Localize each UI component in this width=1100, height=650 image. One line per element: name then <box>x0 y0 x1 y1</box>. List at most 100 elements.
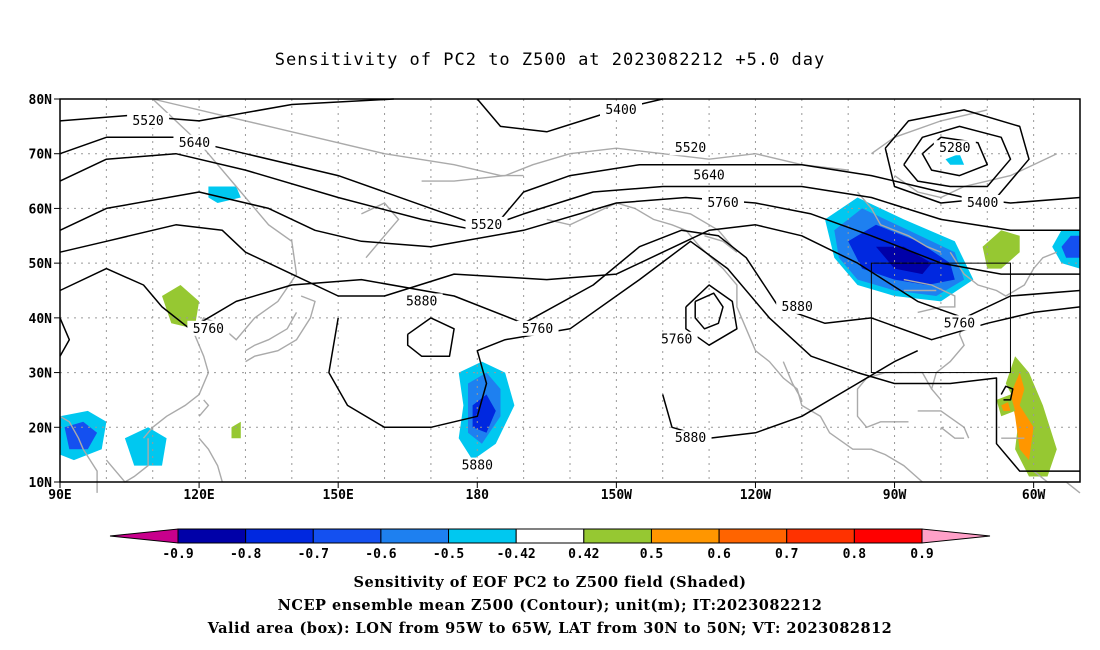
contour-label-bg <box>465 216 508 232</box>
colorbar-bin <box>448 528 517 544</box>
contour-label-bg <box>776 298 819 314</box>
contour-label-bg <box>173 134 216 150</box>
caption-contour: NCEP ensemble mean Z500 (Contour); unit(… <box>277 597 823 614</box>
blob-mid-pac-core <box>472 394 496 433</box>
contour-label: 5280 <box>939 141 970 156</box>
contour-label-bg <box>669 430 712 446</box>
colorbar-bin <box>515 528 585 544</box>
blob-labrador <box>945 153 965 165</box>
lon-label: 90E <box>48 488 71 503</box>
lon-label: 150E <box>323 488 354 503</box>
contour-line-9 <box>406 317 455 357</box>
blob-carib-small-o <box>1001 402 1011 411</box>
colorbar-below-triangle <box>109 528 179 544</box>
lon-label: 90W <box>883 488 907 503</box>
contour-label-bg <box>961 194 1004 210</box>
contour-line-15 <box>1000 385 1014 401</box>
colorbar-label: 0.8 <box>843 547 867 562</box>
contour-label: 5880 <box>782 300 813 315</box>
blob-atl-green <box>982 230 1020 269</box>
colorbar-label: -0.9 <box>162 547 193 562</box>
contour-label: 5520 <box>675 141 706 156</box>
colorbar-bin <box>312 528 382 544</box>
coastline-5 <box>198 399 210 417</box>
colorbar-label: -0.42 <box>497 547 536 562</box>
coastline-3 <box>245 312 298 352</box>
contour-label-bg <box>600 101 642 117</box>
colorbar-label: -0.6 <box>365 547 396 562</box>
colorbar-label: 0.7 <box>775 547 798 562</box>
contour-label-bg <box>400 293 443 309</box>
colorbar-bin <box>380 528 450 544</box>
lon-label: 120W <box>740 488 771 503</box>
coastline-12 <box>856 191 942 253</box>
contour-label-bg <box>702 194 744 210</box>
coastline-9 <box>59 415 84 450</box>
blob-japan-green <box>162 285 200 329</box>
contour-line-4 <box>59 191 1080 275</box>
colorbar <box>109 528 991 544</box>
lat-label: 10N <box>29 476 53 491</box>
blob-nw-pac <box>208 186 241 203</box>
colorbar-labels: -0.9 -0.8 -0.7 -0.6 -0.5 -0.42 0.42 0.5 0.6 0.7 0.… <box>162 547 933 562</box>
lon-label: 180 <box>466 488 490 503</box>
contour-label: 5520 <box>471 218 502 233</box>
coastline-19 <box>940 426 965 439</box>
contour-label: 5880 <box>462 459 493 474</box>
contour-line-14 <box>921 136 989 177</box>
contour-label-bg <box>456 457 499 473</box>
colorbar-label: 0.42 <box>568 547 599 562</box>
z500-contours <box>59 98 1081 472</box>
contour-line-8 <box>661 350 919 439</box>
contour-label-bg <box>938 315 981 331</box>
caption-shaded: Sensitivity of EOF PC2 to Z500 field (Sh… <box>353 574 747 591</box>
contour-label: 5760 <box>522 322 553 337</box>
contour-line-2 <box>59 136 1081 226</box>
contour-labels: 5400 5520 5640 5520 5280 5640 5760 5400 5520 5880… <box>127 101 1004 474</box>
coastline-22 <box>870 109 988 155</box>
contour-label: 5520 <box>132 114 163 129</box>
contour-line-13 <box>884 109 1030 204</box>
colorbar-above-triangle <box>921 528 991 544</box>
colorbar-bin <box>650 528 720 544</box>
colorbar-label: -0.8 <box>230 547 261 562</box>
valid-area-box <box>870 262 1011 374</box>
coastline-1 <box>142 98 298 439</box>
sensitivity-shading <box>60 153 1080 477</box>
lat-label: 60N <box>29 202 53 217</box>
contour-label-bg <box>516 320 559 336</box>
blob-carib-green <box>1005 356 1057 477</box>
blob-atl-blue-in <box>1061 235 1080 258</box>
lat-label: 50N <box>29 257 53 272</box>
coastline-26 <box>782 361 803 401</box>
coastline-6 <box>198 437 223 483</box>
contour-label-bg <box>655 331 698 347</box>
contour-label-bg <box>669 140 712 156</box>
colorbar-bin <box>245 528 314 544</box>
colorbar-label: 0.5 <box>640 547 663 562</box>
lat-label: 40N <box>29 312 53 327</box>
caption-valid-area: Valid area (box): LON from 95W to 65W, L… <box>207 620 893 637</box>
blob-na-core <box>876 246 932 275</box>
lon-label: 150W <box>601 488 632 503</box>
blob-green-small <box>231 421 241 439</box>
lat-label: 30N <box>29 367 53 382</box>
coastline-2 <box>245 295 316 363</box>
blob-carib-orange <box>1010 372 1034 461</box>
contour-line-16 <box>59 317 71 357</box>
contour-line-6 <box>59 229 1081 341</box>
contour-label: 5400 <box>605 103 636 118</box>
colorbar-bin <box>177 528 247 544</box>
contour-line-12 <box>903 125 1012 188</box>
contour-line-7 <box>328 240 1080 472</box>
map-title: Sensitivity of PC2 to Z500 at 2023082212… <box>274 50 826 70</box>
contour-label: 5880 <box>406 294 437 309</box>
coastline-8 <box>82 448 98 493</box>
contour-line-11 <box>694 292 724 330</box>
colorbar-bin <box>718 528 788 544</box>
contour-label-bg <box>187 320 230 336</box>
coastline-25 <box>704 235 738 253</box>
contour-label: 5640 <box>179 136 210 151</box>
